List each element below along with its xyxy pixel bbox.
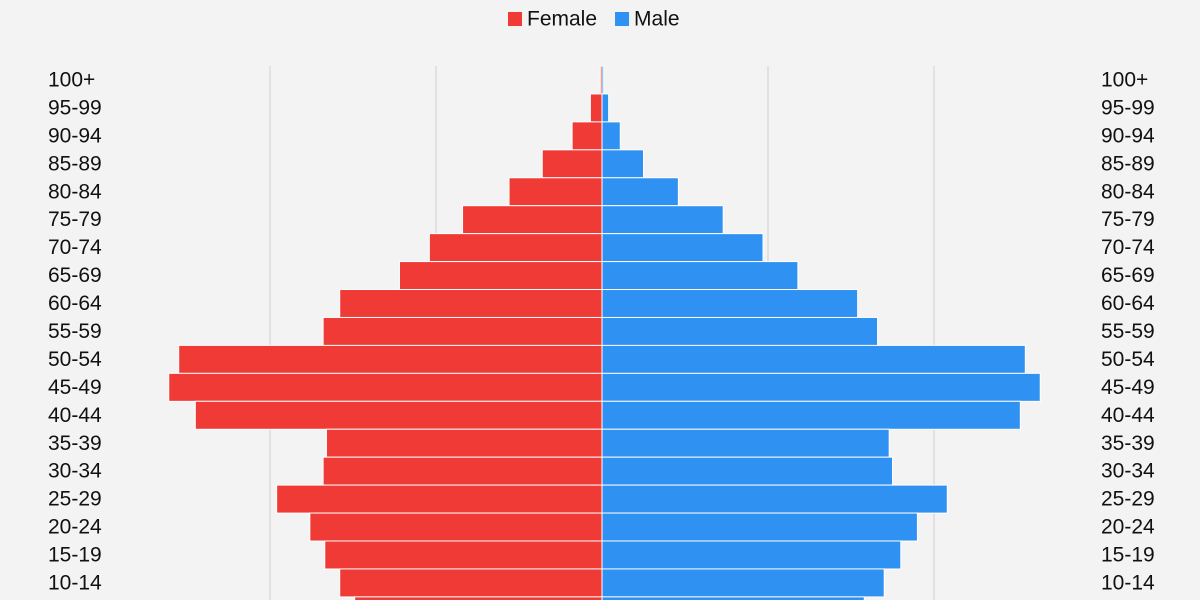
bars xyxy=(168,65,1041,600)
bar xyxy=(601,400,1021,430)
y-label-right: 20-24 xyxy=(1101,516,1155,539)
y-label-left: 20-24 xyxy=(48,516,102,539)
y-label-right: 45-49 xyxy=(1101,376,1155,399)
legend-label: Female xyxy=(527,8,597,31)
y-label-left: 75-79 xyxy=(48,208,102,231)
y-label-right: 30-34 xyxy=(1101,460,1155,483)
y-label-left: 95-99 xyxy=(48,96,102,119)
y-label-left: 90-94 xyxy=(48,124,102,147)
y-label-left: 55-59 xyxy=(48,320,102,343)
y-label-right: 95-99 xyxy=(1101,96,1155,119)
bar xyxy=(601,205,724,235)
y-label-right: 15-19 xyxy=(1101,544,1155,567)
y-label-left: 60-64 xyxy=(48,292,102,315)
bar xyxy=(601,233,764,263)
y-label-left: 35-39 xyxy=(48,432,102,455)
y-label-right: 55-59 xyxy=(1101,320,1155,343)
bar xyxy=(309,512,603,542)
bar xyxy=(601,65,605,95)
y-label-right: 35-39 xyxy=(1101,432,1155,455)
bar xyxy=(339,568,603,598)
bar xyxy=(601,512,918,542)
bar xyxy=(428,233,603,263)
y-label-right: 10-14 xyxy=(1101,571,1155,594)
bar xyxy=(398,261,603,291)
bar xyxy=(178,344,603,374)
y-label-left: 85-89 xyxy=(48,152,102,175)
y-label-right: 70-74 xyxy=(1101,236,1155,259)
bar xyxy=(339,289,603,319)
bar xyxy=(601,484,948,514)
y-label-right: 90-94 xyxy=(1101,124,1155,147)
y-label-left: 50-54 xyxy=(48,348,102,371)
y-label-right: 75-79 xyxy=(1101,208,1155,231)
bar xyxy=(276,484,603,514)
y-label-right: 25-29 xyxy=(1101,488,1155,511)
bar xyxy=(462,205,603,235)
y-label-right: 85-89 xyxy=(1101,152,1155,175)
bar xyxy=(601,596,865,600)
bar xyxy=(571,121,603,151)
y-label-right: 50-54 xyxy=(1101,348,1155,371)
y-label-left: 100+ xyxy=(48,69,95,92)
bar xyxy=(601,149,644,179)
bar xyxy=(601,121,621,151)
y-label-right: 60-64 xyxy=(1101,292,1155,315)
bar xyxy=(601,568,885,598)
y-label-left: 25-29 xyxy=(48,488,102,511)
bar xyxy=(601,177,679,207)
bar xyxy=(601,456,893,486)
y-label-left: 15-19 xyxy=(48,544,102,567)
bar xyxy=(601,289,859,319)
bar xyxy=(601,428,890,458)
bar xyxy=(541,149,603,179)
bar xyxy=(601,540,902,570)
y-label-left: 45-49 xyxy=(48,376,102,399)
bar xyxy=(508,177,603,207)
legend: Female Male xyxy=(508,8,680,31)
bar xyxy=(324,540,603,570)
legend-swatch xyxy=(508,12,522,26)
y-label-left: 30-34 xyxy=(48,460,102,483)
y-label-left: 65-69 xyxy=(48,264,102,287)
bar xyxy=(325,428,603,458)
legend-label: Male xyxy=(634,8,680,31)
bar xyxy=(354,596,603,600)
y-label-left: 80-84 xyxy=(48,180,102,203)
y-label-right: 100+ xyxy=(1101,69,1148,92)
bar xyxy=(601,93,610,123)
bar xyxy=(601,261,799,291)
bar xyxy=(322,316,603,346)
y-label-left: 70-74 xyxy=(48,236,102,259)
y-label-right: 40-44 xyxy=(1101,404,1155,427)
bar xyxy=(601,372,1041,402)
bar xyxy=(194,400,603,430)
bar xyxy=(168,372,603,402)
y-label-right: 80-84 xyxy=(1101,180,1155,203)
y-label-left: 10-14 xyxy=(48,571,102,594)
labels: 100+ 100+ 95-99 95-99 90-94 90-94 85-89 85-89 80… xyxy=(48,69,1155,595)
bar xyxy=(601,316,879,346)
y-label-left: 40-44 xyxy=(48,404,102,427)
bar xyxy=(322,456,603,486)
y-label-right: 65-69 xyxy=(1101,264,1155,287)
legend-swatch xyxy=(615,12,630,26)
bar xyxy=(589,93,603,123)
bar xyxy=(601,344,1026,374)
